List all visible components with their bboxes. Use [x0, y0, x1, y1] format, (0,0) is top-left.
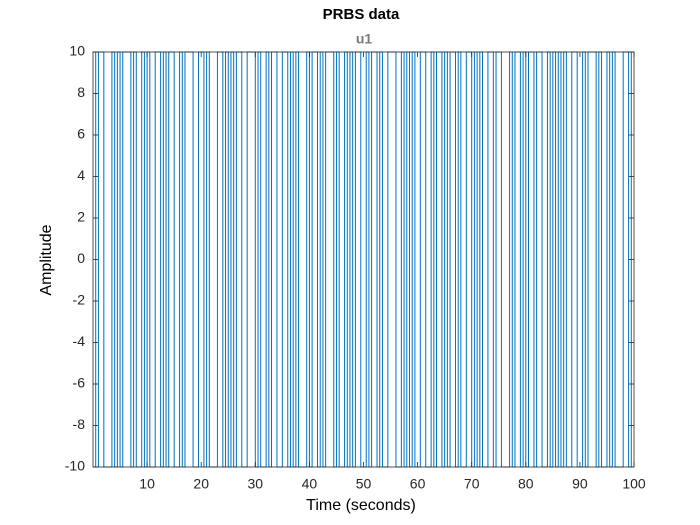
x-axis-label: Time (seconds): [306, 497, 416, 514]
chart-subtitle: u1: [356, 31, 373, 47]
y-tick-label: 0: [77, 250, 85, 266]
x-tick-label: 40: [302, 476, 318, 492]
plot-area: [92, 51, 635, 468]
y-tick-label: -8: [73, 416, 86, 432]
x-tick-label: 90: [572, 476, 588, 492]
y-tick-label: -4: [73, 333, 86, 349]
x-tick-label: 60: [410, 476, 426, 492]
x-tick-label: 70: [464, 476, 480, 492]
y-tick-label: -6: [73, 375, 86, 391]
chart-title: PRBS data: [323, 6, 400, 23]
y-tick-label: 10: [69, 43, 85, 59]
x-tick-label: 80: [518, 476, 534, 492]
y-tick-label: -2: [73, 292, 86, 308]
y-tick-label: 6: [77, 126, 85, 142]
y-axis-label: Amplitude: [38, 224, 55, 295]
y-tick-label: -10: [65, 458, 85, 474]
x-tick-label: 50: [356, 476, 372, 492]
y-tick-label: 2: [77, 209, 85, 225]
x-tick-label: 30: [248, 476, 264, 492]
y-tick-label: 4: [77, 167, 85, 183]
x-tick-label: 10: [139, 476, 155, 492]
x-tick-label: 100: [622, 476, 646, 492]
y-tick-label: 8: [77, 84, 85, 100]
x-tick-label: 20: [193, 476, 209, 492]
